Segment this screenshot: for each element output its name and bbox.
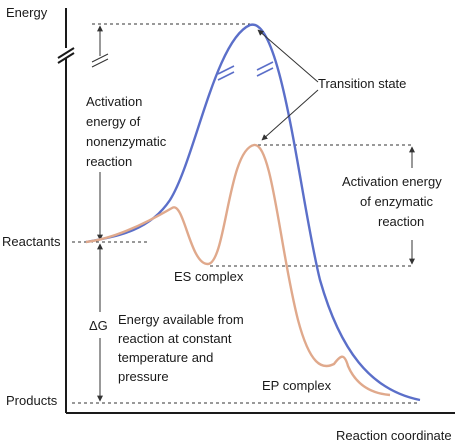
y-axis-break-icon [57,47,75,64]
energy-available-line1: Energy available from [118,312,244,327]
delta-g-label: ΔG [89,318,108,333]
nonenzymatic-activation-line3: nonenzymatic [86,134,167,149]
ep-complex-label: EP complex [262,378,332,393]
transition-state-label: Transition state [318,76,406,91]
curve-break-icon [217,65,235,81]
energy-available-line3: temperature and [118,350,213,365]
curve-break-icon [256,61,274,77]
y-axis-label: Energy [6,5,48,20]
enzymatic-activation-line2: of enzymatic [360,194,433,209]
es-complex-label: ES complex [174,269,244,284]
x-axis-label: Reaction coordinate [336,428,452,443]
enzymatic-activation-line3: reaction [378,214,424,229]
enzymatic-curve [85,143,391,397]
nonenzymatic-activation-line1: Activation [86,94,142,109]
enzymatic-activation-line1: Activation energy [342,174,442,189]
transition-state-pointer-nonenzymatic [257,29,319,83]
transition-state-pointer-enzymatic [261,89,319,141]
energy-available-line4: pressure [118,369,169,384]
nonenzymatic-curve [85,23,421,402]
nonenzymatic-activation-line4: reaction [86,154,132,169]
activation-arrow-break-icon [91,53,109,68]
products-label: Products [6,393,58,408]
energy-available-line2: reaction at constant [118,331,232,346]
reactants-label: Reactants [2,234,61,249]
nonenzymatic-activation-line2: energy of [86,114,141,129]
